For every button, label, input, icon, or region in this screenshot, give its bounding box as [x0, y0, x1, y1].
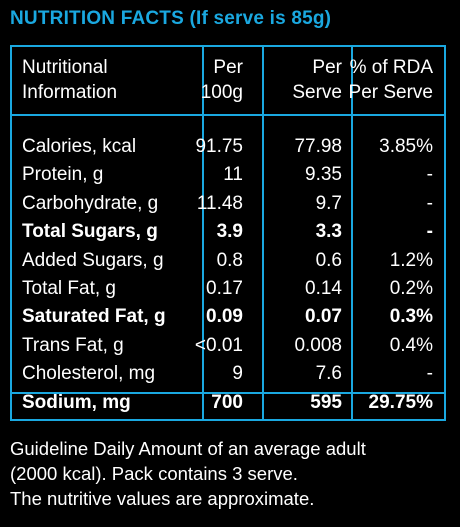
value-per-100g: 11.48: [196, 192, 243, 214]
table-row: Total Fat, g 0.17 0.14 0.2%: [12, 274, 444, 304]
nutrient-name: Cholesterol, mg: [22, 363, 156, 385]
footer-divider: [12, 392, 444, 394]
value-per-100g: 0.17: [206, 278, 243, 299]
value-rda: -: [426, 221, 433, 243]
table-row: Sodium, mg 700 595 29.75%: [12, 388, 444, 418]
table-row: Saturated Fat, g 0.09 0.07 0.3%: [12, 302, 444, 332]
footnote-line: (2000 kcal). Pack contains 3 serve.: [10, 463, 298, 484]
table-row: Added Sugars, g 0.8 0.6 1.2%: [12, 246, 444, 276]
value-per-serve: 0.008: [294, 334, 342, 356]
value-per-serve: 7.6: [315, 363, 342, 385]
header-nutritional-information: Nutritional Information: [22, 55, 117, 105]
value-rda: 0.3%: [389, 306, 433, 328]
column-divider-2: [262, 47, 264, 419]
value-per-serve: 3.3: [315, 221, 342, 243]
header-line: 100g: [200, 82, 243, 103]
value-per-100g: 9: [232, 363, 243, 385]
value-rda: -: [426, 164, 433, 186]
nutrient-name: Total Sugars, g: [22, 221, 158, 243]
value-per-serve: 77.98: [294, 136, 342, 157]
value-rda: -: [426, 192, 433, 214]
table-row: Carbohydrate, g 11.48 9.7 -: [12, 189, 444, 219]
header-line: % of RDA: [349, 57, 433, 78]
table-row: Calories, kcal 91.75 77.98 3.85%: [12, 132, 444, 162]
nutrient-name: Sodium, mg: [22, 391, 131, 413]
value-rda: -: [426, 363, 433, 385]
header-line: Per Serve: [348, 82, 433, 103]
nutrition-table: Nutritional Information Per 100g Per Ser…: [10, 45, 446, 421]
value-rda: 3.85%: [379, 136, 433, 157]
footnote-line: Guideline Daily Amount of an average adu…: [10, 438, 366, 459]
value-per-100g: 11: [223, 164, 243, 186]
value-per-100g: 0.09: [206, 306, 243, 328]
value-per-serve: 595: [310, 391, 342, 413]
value-per-100g: <0.01: [194, 334, 243, 356]
header-line: Information: [22, 82, 118, 103]
header-line: Nutritional: [22, 57, 108, 78]
value-rda: 0.2%: [389, 278, 433, 299]
header-line: Serve: [292, 82, 342, 103]
nutrition-facts-title: NUTRITION FACTS (If serve is 85g): [10, 8, 332, 29]
nutrient-name: Calories, kcal: [22, 136, 137, 157]
header-line: Per: [312, 57, 342, 78]
footnote-line: The nutritive values are approximate.: [10, 488, 315, 509]
value-per-100g: 91.75: [195, 136, 243, 157]
column-divider-1: [202, 47, 204, 419]
value-per-serve: 0.07: [305, 306, 342, 328]
nutrient-name: Added Sugars, g: [22, 249, 164, 271]
header-per-100g: Per 100g: [201, 55, 243, 105]
header-line: Per: [213, 57, 243, 78]
table-row: Trans Fat, g <0.01 0.008 0.4%: [12, 331, 444, 361]
footnote: Guideline Daily Amount of an average adu…: [10, 436, 366, 511]
value-per-serve: 9.35: [305, 164, 342, 186]
value-per-100g: 3.9: [216, 221, 243, 243]
value-per-serve: 0.14: [305, 278, 342, 299]
value-per-100g: 0.8: [216, 249, 243, 271]
header-per-serve: Per Serve: [292, 55, 342, 105]
nutrient-name: Total Fat, g: [22, 278, 116, 299]
column-divider-3: [351, 47, 353, 419]
nutrient-name: Saturated Fat, g: [22, 306, 166, 328]
value-per-serve: 0.6: [315, 249, 342, 271]
value-rda: 0.4%: [389, 334, 433, 356]
nutrient-name: Protein, g: [22, 164, 104, 186]
table-row: Protein, g 11 9.35 -: [12, 160, 444, 190]
value-rda: 29.75%: [368, 391, 433, 413]
value-per-100g: 700: [211, 391, 243, 413]
header-divider: [12, 114, 444, 116]
table-row: Cholesterol, mg 9 7.6 -: [12, 359, 444, 389]
nutrient-name: Carbohydrate, g: [22, 192, 159, 214]
value-rda: 1.2%: [389, 249, 433, 271]
value-per-serve: 9.7: [315, 192, 342, 214]
table-row: Total Sugars, g 3.9 3.3 -: [12, 217, 444, 247]
nutrient-name: Trans Fat, g: [22, 334, 124, 356]
header-rda-per-serve: % of RDA Per Serve: [349, 55, 433, 105]
